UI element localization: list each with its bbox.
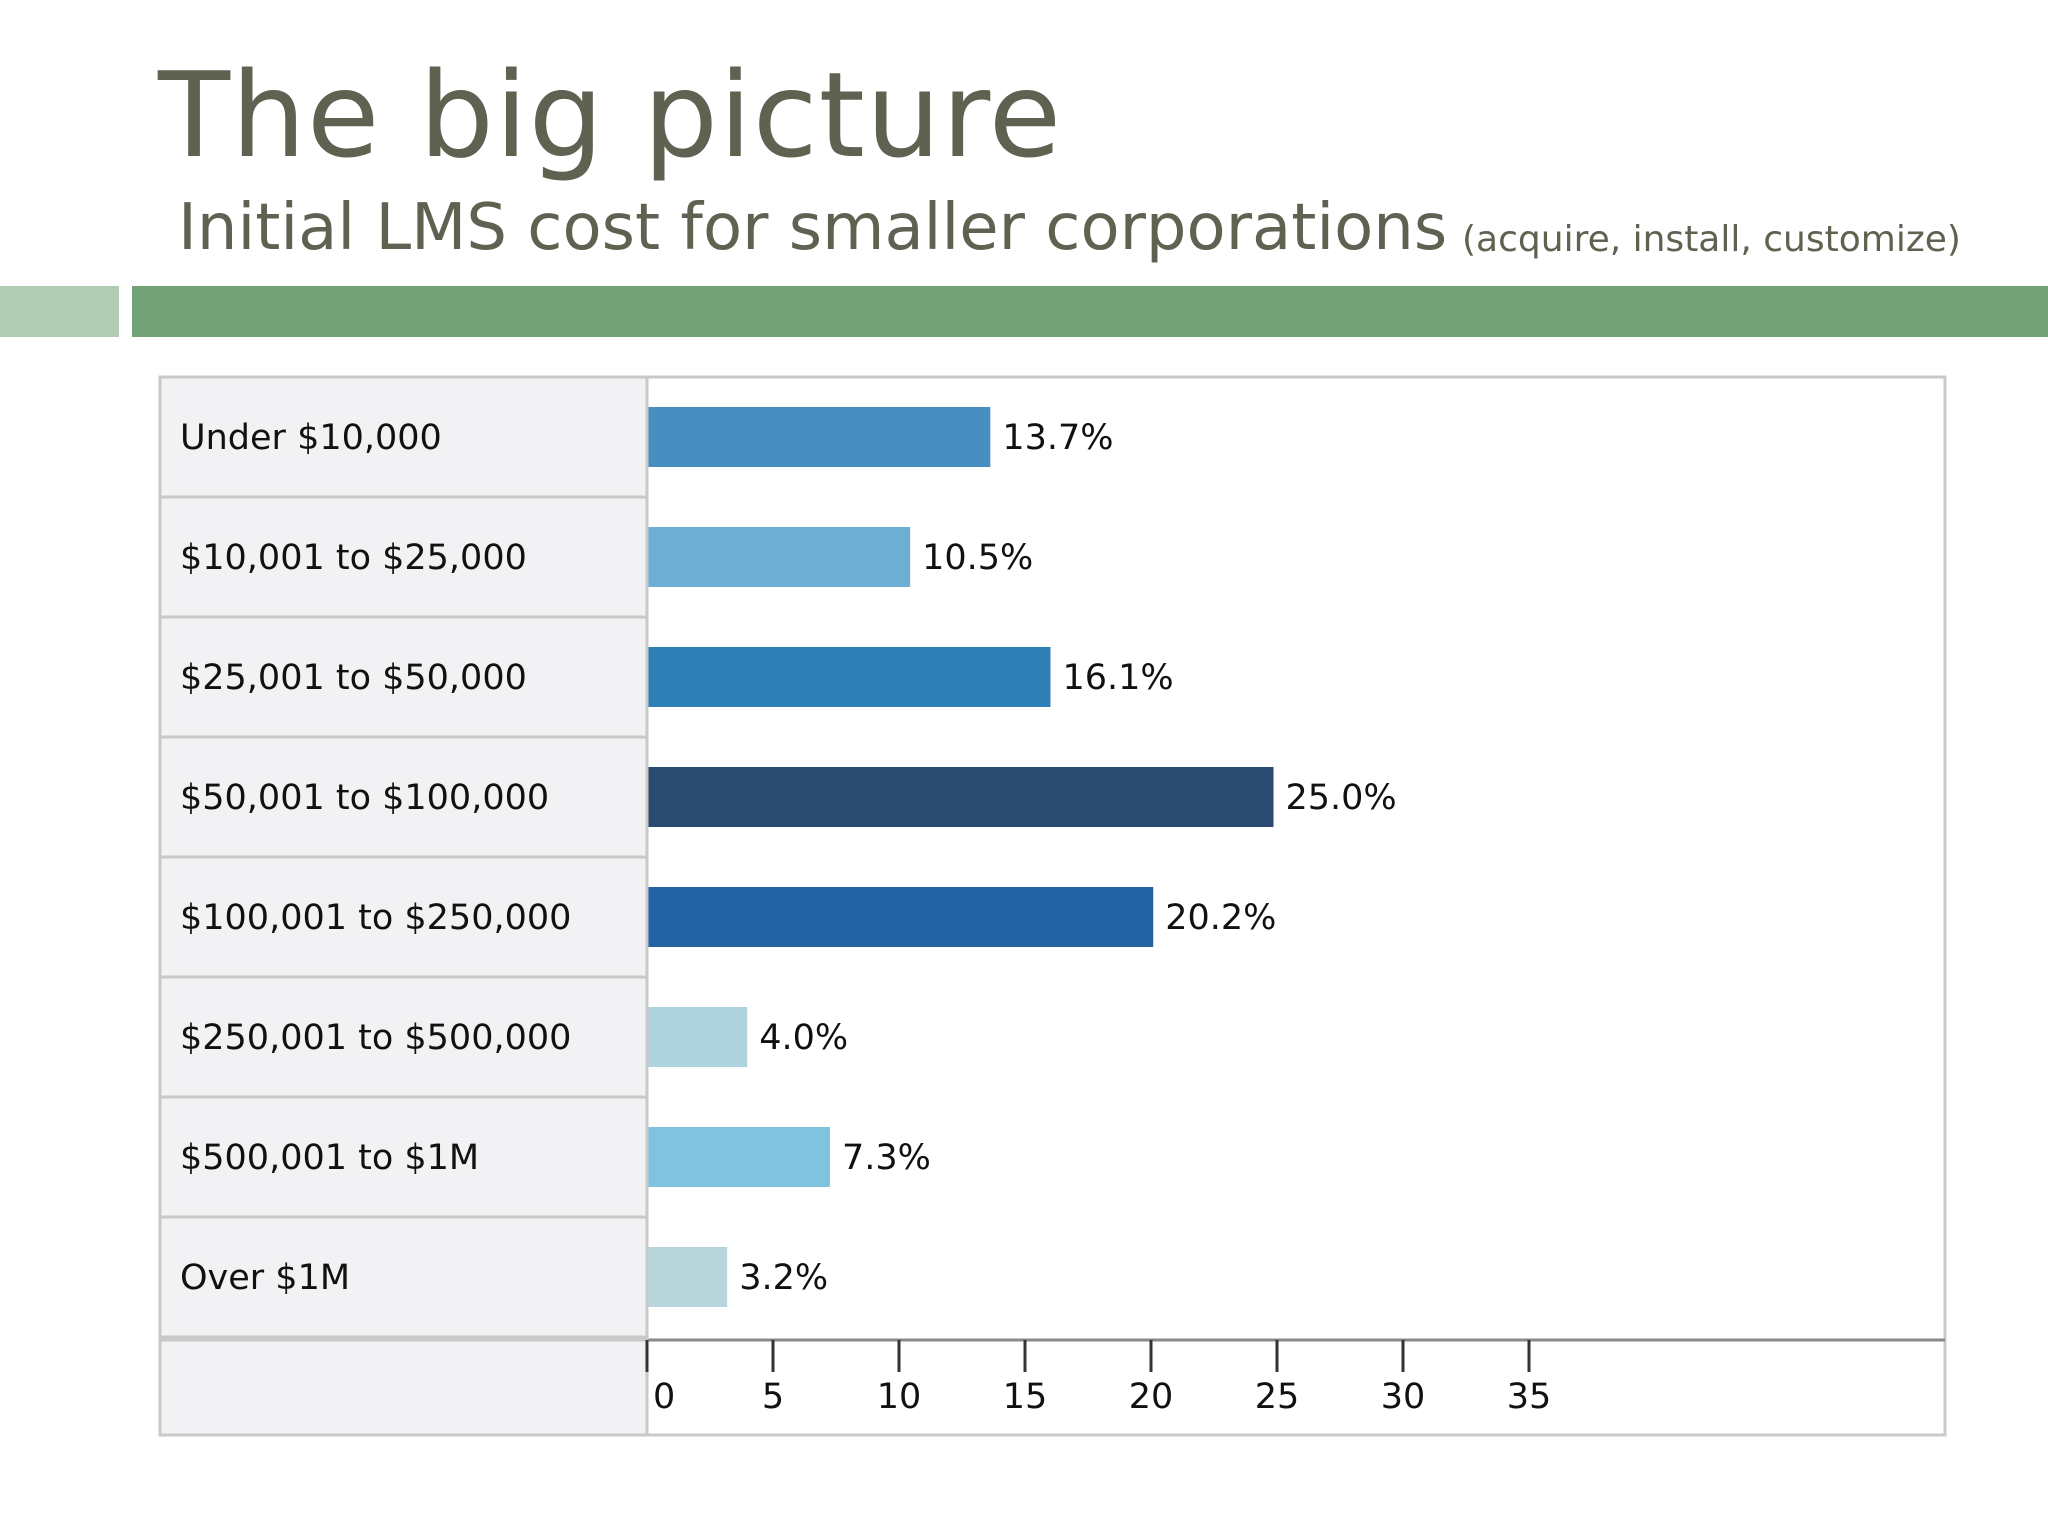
bar — [647, 527, 911, 587]
bar — [647, 407, 991, 467]
accent-bar-right — [132, 286, 2048, 337]
value-label: 20.2% — [1165, 898, 1276, 938]
bar — [647, 1007, 748, 1067]
category-label: Over $1M — [180, 1258, 350, 1298]
x-tick-label: 15 — [1003, 1377, 1048, 1417]
value-label: 4.0% — [759, 1018, 848, 1058]
bar — [647, 1127, 830, 1187]
slide-subtitle: Initial LMS cost for smaller corporation… — [178, 191, 1448, 265]
category-label: Under $10,000 — [180, 418, 442, 458]
x-tick-label: 20 — [1129, 1377, 1174, 1417]
x-tick-label: 10 — [877, 1377, 922, 1417]
category-label: $250,001 to $500,000 — [180, 1018, 571, 1058]
bar — [647, 1247, 728, 1307]
value-label: 7.3% — [842, 1138, 931, 1178]
value-label: 13.7% — [1002, 418, 1113, 458]
x-tick-label: 25 — [1255, 1377, 1300, 1417]
category-label: $25,001 to $50,000 — [180, 658, 527, 698]
slide-title: The big picture — [158, 46, 1063, 184]
bar — [647, 887, 1154, 947]
bar — [647, 767, 1274, 827]
category-label: $50,001 to $100,000 — [180, 778, 549, 818]
chart-layer: Under $10,000 13.7% $10,001 to $25,000 10.5… — [158, 375, 1947, 1437]
category-label: $100,001 to $250,000 — [180, 898, 571, 938]
x-tick-label: 30 — [1381, 1377, 1426, 1417]
x-tick-label: 0 — [653, 1377, 675, 1417]
value-label: 25.0% — [1286, 778, 1397, 818]
bar — [647, 647, 1051, 707]
x-tick-label: 5 — [762, 1377, 784, 1417]
value-label: 16.1% — [1062, 658, 1173, 698]
category-label: $10,001 to $25,000 — [180, 538, 527, 578]
x-tick-label: 35 — [1507, 1377, 1552, 1417]
accent-bar-left — [0, 286, 119, 337]
value-label: 3.2% — [739, 1258, 828, 1298]
value-label: 10.5% — [922, 538, 1033, 578]
slide-subtitle-note: (acquire, install, customize) — [1462, 219, 1961, 260]
category-label: $500,001 to $1M — [180, 1138, 479, 1178]
